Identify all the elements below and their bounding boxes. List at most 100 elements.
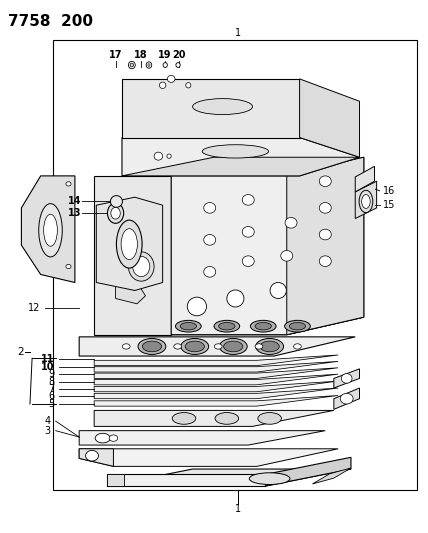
Ellipse shape xyxy=(202,144,269,158)
Ellipse shape xyxy=(148,64,150,66)
Ellipse shape xyxy=(95,433,110,443)
Ellipse shape xyxy=(255,322,271,330)
Ellipse shape xyxy=(130,63,134,67)
Ellipse shape xyxy=(180,322,196,330)
Ellipse shape xyxy=(174,344,181,349)
Polygon shape xyxy=(334,369,360,388)
Text: 2: 2 xyxy=(17,347,24,357)
Ellipse shape xyxy=(285,320,310,332)
Text: 11: 11 xyxy=(41,354,54,364)
Ellipse shape xyxy=(204,203,216,213)
Polygon shape xyxy=(94,176,171,335)
Ellipse shape xyxy=(319,256,331,266)
Ellipse shape xyxy=(66,264,71,269)
Ellipse shape xyxy=(138,338,166,354)
Polygon shape xyxy=(122,157,360,176)
Bar xyxy=(54,40,417,490)
Ellipse shape xyxy=(255,344,263,349)
Ellipse shape xyxy=(110,196,122,207)
Polygon shape xyxy=(94,374,338,385)
Polygon shape xyxy=(107,469,351,486)
Ellipse shape xyxy=(44,214,57,246)
Ellipse shape xyxy=(219,322,235,330)
Ellipse shape xyxy=(175,320,201,332)
Ellipse shape xyxy=(146,62,152,68)
Ellipse shape xyxy=(109,435,118,441)
Ellipse shape xyxy=(167,76,175,83)
Polygon shape xyxy=(107,474,265,486)
Polygon shape xyxy=(94,388,338,399)
Ellipse shape xyxy=(270,282,286,298)
Ellipse shape xyxy=(204,266,216,277)
Ellipse shape xyxy=(289,322,306,330)
Polygon shape xyxy=(96,197,163,290)
Ellipse shape xyxy=(319,176,331,187)
Ellipse shape xyxy=(215,413,239,424)
Polygon shape xyxy=(94,410,334,426)
Ellipse shape xyxy=(185,341,204,352)
Text: 19: 19 xyxy=(158,50,172,60)
Ellipse shape xyxy=(121,229,137,260)
Ellipse shape xyxy=(242,256,254,266)
Ellipse shape xyxy=(281,251,293,261)
Text: 18: 18 xyxy=(134,50,148,60)
Ellipse shape xyxy=(193,99,253,115)
Ellipse shape xyxy=(167,154,171,158)
Polygon shape xyxy=(79,431,325,445)
Polygon shape xyxy=(122,79,300,138)
Ellipse shape xyxy=(122,344,130,349)
Text: 12: 12 xyxy=(27,303,40,313)
Polygon shape xyxy=(94,395,338,406)
Ellipse shape xyxy=(285,217,297,228)
Ellipse shape xyxy=(227,290,244,307)
Polygon shape xyxy=(94,381,338,392)
Text: 7: 7 xyxy=(48,384,54,394)
Polygon shape xyxy=(79,337,355,356)
Ellipse shape xyxy=(260,341,279,352)
Ellipse shape xyxy=(111,207,120,219)
Polygon shape xyxy=(287,157,364,335)
Text: 3: 3 xyxy=(45,426,51,435)
Ellipse shape xyxy=(319,229,331,240)
Text: 10: 10 xyxy=(41,362,54,372)
Ellipse shape xyxy=(116,220,142,268)
Ellipse shape xyxy=(219,338,247,354)
Polygon shape xyxy=(312,468,351,484)
Ellipse shape xyxy=(341,374,352,383)
Ellipse shape xyxy=(250,320,276,332)
Ellipse shape xyxy=(242,195,254,205)
Text: 4: 4 xyxy=(45,416,51,426)
Text: 20: 20 xyxy=(172,50,186,60)
Polygon shape xyxy=(300,79,360,157)
Text: 17: 17 xyxy=(109,50,122,60)
Polygon shape xyxy=(94,317,364,335)
Ellipse shape xyxy=(176,63,180,68)
Ellipse shape xyxy=(128,61,135,69)
Text: 7758  200: 7758 200 xyxy=(8,14,93,29)
Ellipse shape xyxy=(66,182,71,186)
Ellipse shape xyxy=(186,83,191,88)
Ellipse shape xyxy=(362,195,370,208)
Ellipse shape xyxy=(204,235,216,245)
Ellipse shape xyxy=(223,341,243,352)
Ellipse shape xyxy=(154,152,163,160)
Ellipse shape xyxy=(340,393,353,404)
Ellipse shape xyxy=(319,203,331,213)
Polygon shape xyxy=(355,181,377,219)
Ellipse shape xyxy=(172,413,196,424)
Ellipse shape xyxy=(142,341,161,352)
Ellipse shape xyxy=(163,63,167,68)
Text: 15: 15 xyxy=(383,200,395,210)
Text: 8: 8 xyxy=(48,377,54,386)
Ellipse shape xyxy=(86,450,98,461)
Text: 5: 5 xyxy=(48,399,54,409)
Ellipse shape xyxy=(242,227,254,237)
Text: 16: 16 xyxy=(383,186,395,196)
Polygon shape xyxy=(355,166,374,192)
Polygon shape xyxy=(265,457,351,486)
Polygon shape xyxy=(94,355,338,366)
Ellipse shape xyxy=(258,413,281,424)
Polygon shape xyxy=(107,474,124,486)
Ellipse shape xyxy=(214,320,240,332)
Polygon shape xyxy=(171,157,364,335)
